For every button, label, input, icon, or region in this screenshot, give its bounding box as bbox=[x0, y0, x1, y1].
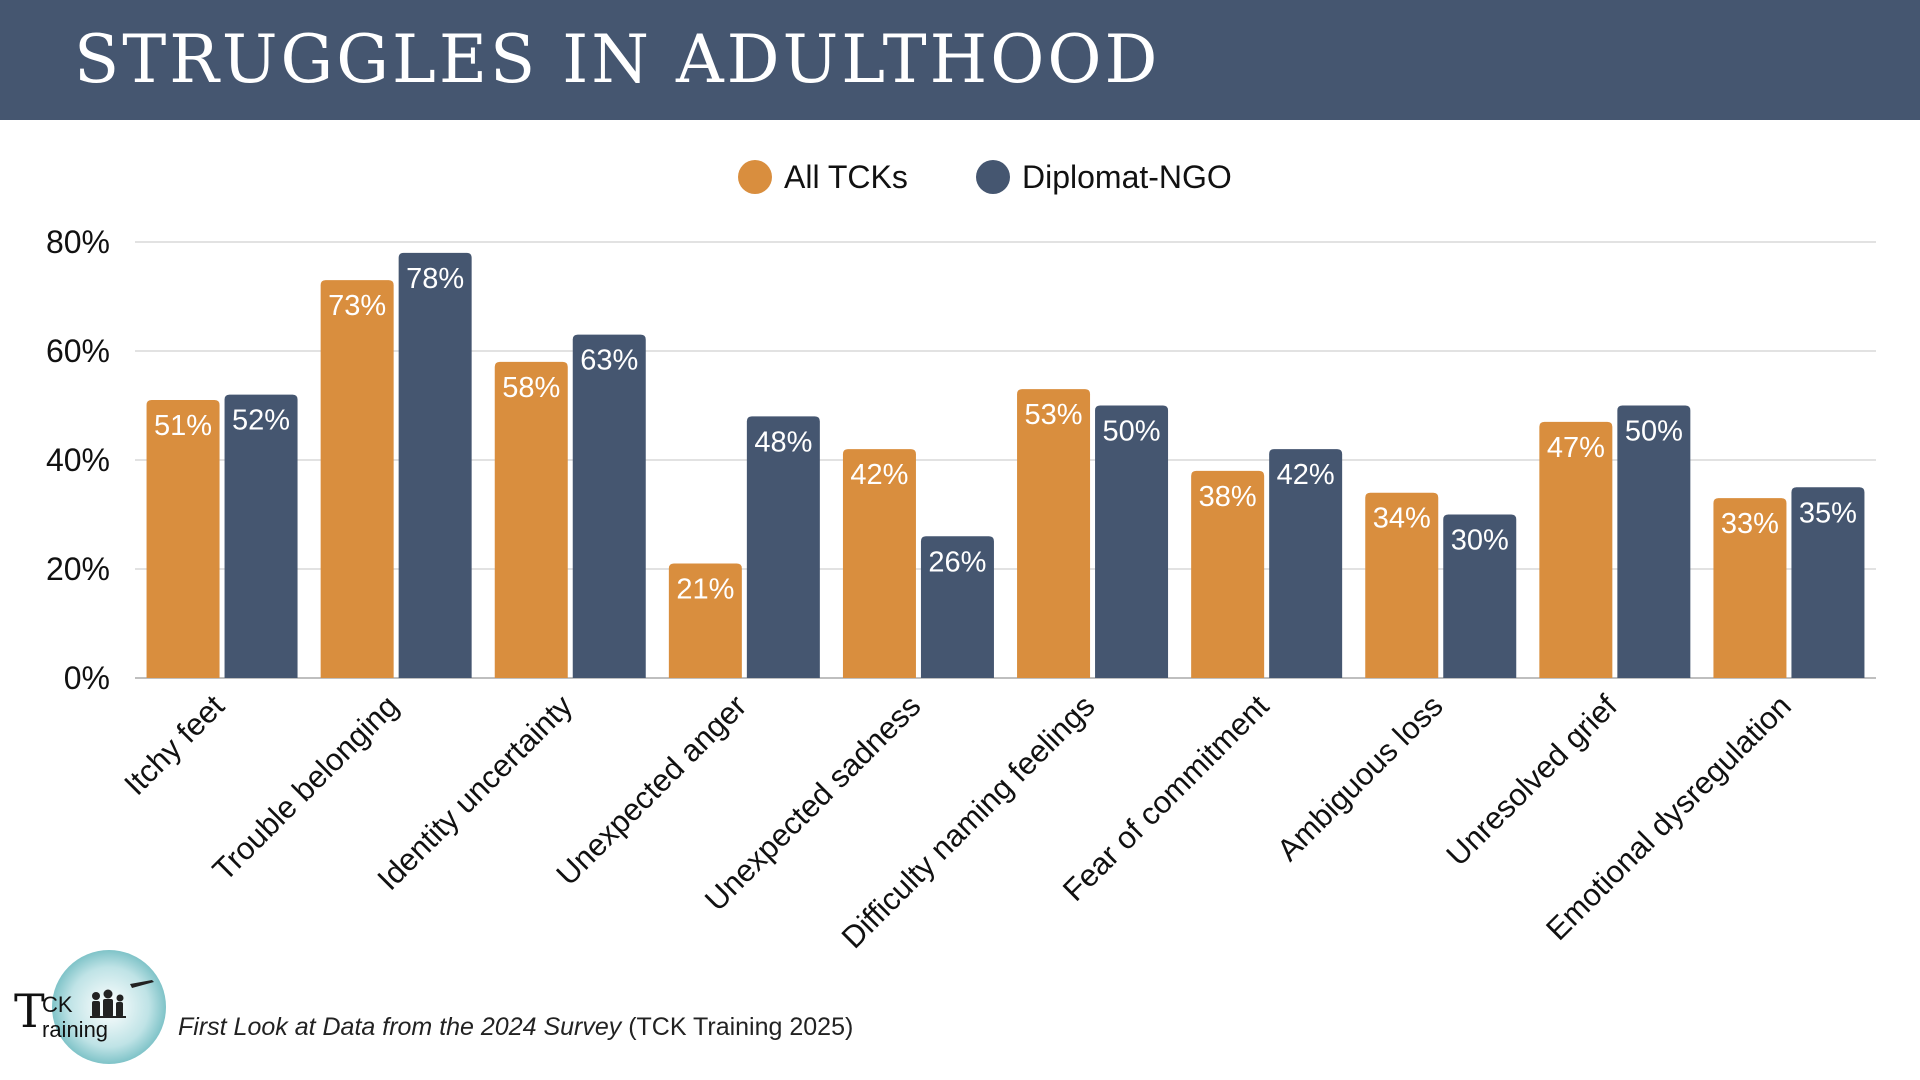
data-label: 52% bbox=[232, 405, 290, 437]
footnote-title: First Look at Data from the 2024 Survey bbox=[178, 1013, 622, 1041]
bar bbox=[1269, 449, 1343, 678]
data-label: 48% bbox=[754, 426, 812, 458]
logo-initial: T bbox=[14, 984, 45, 1038]
bar bbox=[842, 449, 916, 678]
y-tick-label: 0% bbox=[64, 660, 110, 696]
bar bbox=[398, 252, 472, 678]
legend-label: Diplomat-NGO bbox=[1022, 159, 1232, 195]
data-label: 42% bbox=[1277, 459, 1335, 491]
data-label: 78% bbox=[406, 263, 464, 295]
bar bbox=[1713, 498, 1787, 678]
x-tick-label: Itchy feet bbox=[117, 688, 231, 802]
data-label: 34% bbox=[1373, 503, 1431, 535]
legend-swatch bbox=[976, 160, 1010, 194]
bar bbox=[920, 536, 994, 678]
data-label: 33% bbox=[1721, 508, 1779, 540]
bar-chart: 0% 20% 40% 60% 80% 51% 52% Itchy feet 73% 78% Trou… bbox=[46, 159, 1876, 955]
data-label: 21% bbox=[676, 574, 734, 606]
legend-label: All TCKs bbox=[784, 159, 908, 195]
title-banner: STRUGGLES IN ADULTHOOD bbox=[0, 0, 1920, 120]
x-tick-label: Unresolved grief bbox=[1439, 688, 1624, 873]
source-footnote: First Look at Data from the 2024 Survey … bbox=[178, 1013, 853, 1042]
bar bbox=[1365, 492, 1439, 678]
x-tick-label: Unexpected anger bbox=[549, 688, 753, 892]
bar bbox=[146, 400, 220, 678]
data-label: 58% bbox=[502, 372, 560, 404]
bar bbox=[320, 280, 394, 678]
y-tick-label: 40% bbox=[46, 442, 110, 478]
data-label: 38% bbox=[1199, 481, 1257, 513]
bar bbox=[1191, 470, 1265, 678]
y-tick-label: 60% bbox=[46, 333, 110, 369]
bar bbox=[494, 361, 568, 678]
data-label: 35% bbox=[1799, 497, 1857, 529]
bar bbox=[1017, 389, 1091, 678]
bar bbox=[1617, 405, 1691, 678]
bar bbox=[1791, 487, 1865, 678]
y-tick-label: 80% bbox=[46, 224, 110, 260]
bar bbox=[746, 416, 820, 678]
data-label: 50% bbox=[1103, 416, 1161, 448]
data-label: 53% bbox=[1025, 399, 1083, 431]
bar bbox=[224, 394, 298, 678]
x-tick-label: Identity uncertainty bbox=[370, 688, 579, 897]
data-label: 26% bbox=[928, 546, 986, 578]
data-label: 30% bbox=[1451, 525, 1509, 557]
data-label: 50% bbox=[1625, 416, 1683, 448]
data-label: 51% bbox=[154, 410, 212, 442]
data-label: 63% bbox=[580, 345, 638, 377]
page-title: STRUGGLES IN ADULTHOOD bbox=[74, 21, 1161, 98]
data-label: 73% bbox=[328, 290, 386, 322]
data-label: 47% bbox=[1547, 432, 1605, 464]
footnote-citation: (TCK Training 2025) bbox=[621, 1013, 854, 1041]
bar bbox=[1539, 421, 1613, 678]
data-label: 42% bbox=[850, 459, 908, 491]
y-tick-label: 20% bbox=[46, 551, 110, 587]
bar bbox=[1095, 405, 1169, 678]
x-tick-label: Ambiguous loss bbox=[1270, 688, 1449, 867]
tck-training-logo: T CK raining bbox=[12, 950, 172, 1070]
logo-text-line1: CK bbox=[42, 992, 73, 1017]
bar bbox=[1443, 514, 1517, 678]
bar bbox=[572, 334, 646, 678]
logo-text-line2: raining bbox=[42, 1017, 108, 1042]
bar bbox=[668, 563, 742, 678]
x-tick-label: Trouble belonging bbox=[206, 688, 405, 887]
legend-swatch bbox=[738, 160, 772, 194]
